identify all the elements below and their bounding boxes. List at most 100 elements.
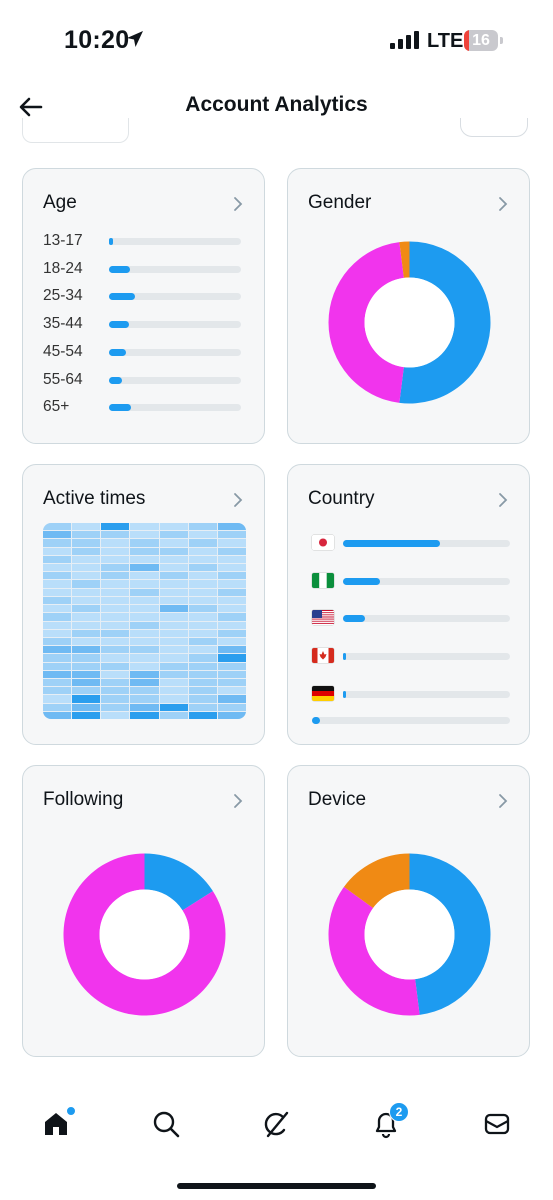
heatmap-cell	[101, 621, 130, 629]
card-title: Country	[308, 488, 375, 509]
country-bar-track	[312, 716, 510, 724]
active-times-card[interactable]: Active times	[22, 464, 265, 745]
heatmap-cell	[188, 547, 217, 555]
age-bar	[109, 376, 123, 384]
heatmap-cell	[43, 646, 72, 654]
heatmap-cell	[217, 670, 246, 678]
messages-icon	[484, 1113, 510, 1135]
card-title: Active times	[43, 488, 146, 509]
usa-flag	[312, 610, 334, 626]
heatmap-cell	[72, 580, 101, 588]
country-card[interactable]: Country	[287, 464, 530, 745]
heatmap-cell	[43, 687, 72, 695]
donut-segment	[328, 242, 404, 403]
heatmap-cell	[101, 523, 130, 531]
heatmap-cell	[130, 670, 159, 678]
age-card[interactable]: Age 13-17 18-24 25-34 35-44 45-54 55-64 65+	[22, 168, 265, 444]
heatmap-cell	[72, 596, 101, 605]
following-card[interactable]: Following	[22, 765, 265, 1057]
age-row: 25-34	[43, 287, 243, 307]
heatmap-cell	[217, 564, 246, 572]
heatmap-cell	[188, 621, 217, 629]
chevron-right-icon	[499, 794, 508, 808]
following-donut-chart	[63, 853, 226, 1016]
heatmap-cell	[217, 637, 246, 646]
heatmap-cell	[43, 596, 72, 605]
age-bar	[109, 404, 132, 412]
home-indicator[interactable]	[177, 1183, 376, 1189]
heatmap-cell	[217, 695, 246, 703]
heatmap-cell	[188, 695, 217, 703]
heatmap-cell	[130, 539, 159, 547]
heatmap-cell	[43, 637, 72, 646]
heatmap-cell	[188, 531, 217, 539]
tab-search[interactable]	[144, 1102, 188, 1146]
heatmap-cell	[217, 547, 246, 555]
heatmap-cell	[217, 646, 246, 654]
heatmap-cell	[101, 531, 130, 539]
heatmap-cell	[130, 531, 159, 539]
heatmap-cell	[188, 523, 217, 531]
heatmap-cell	[101, 629, 130, 637]
heatmap-cell	[188, 555, 217, 564]
heatmap-cell	[217, 605, 246, 613]
heatmap-cell	[188, 613, 217, 621]
donut-segment	[63, 853, 226, 1016]
country-bar-track	[343, 577, 510, 585]
grok-icon	[264, 1111, 289, 1138]
tab-grok[interactable]	[254, 1102, 298, 1146]
heatmap-cell	[72, 646, 101, 654]
chevron-right-icon	[499, 493, 508, 507]
heatmap-cell	[72, 621, 101, 629]
status-time: 10:20	[64, 26, 130, 54]
heatmap-cell	[217, 588, 246, 596]
tab-home[interactable]	[34, 1102, 78, 1146]
heatmap-cell	[217, 654, 246, 662]
heatmap-cell	[130, 687, 159, 695]
heatmap-cell	[188, 588, 217, 596]
country-bar	[343, 540, 440, 547]
heatmap-cell	[43, 572, 72, 580]
heatmap-cell	[101, 588, 130, 596]
heatmap-cell	[159, 678, 188, 687]
heatmap-cell	[159, 629, 188, 637]
device-card[interactable]: Device	[287, 765, 530, 1057]
unread-dot	[66, 1106, 76, 1116]
heatmap-cell	[217, 703, 246, 711]
gender-card[interactable]: Gender	[287, 168, 530, 444]
country-bar-track	[343, 690, 510, 698]
heatmap-cell	[217, 662, 246, 670]
heatmap-cell	[217, 539, 246, 547]
age-bar-track	[109, 265, 241, 273]
heatmap-cell	[188, 596, 217, 605]
heatmap-cell	[130, 678, 159, 687]
scrolled-button-edge[interactable]	[460, 118, 528, 137]
age-row: 55-64	[43, 371, 243, 391]
country-bar-track	[343, 615, 510, 623]
donut-segment	[399, 241, 491, 404]
heatmap-cell	[101, 555, 130, 564]
heatmap-cell	[159, 662, 188, 670]
heatmap-cell	[130, 703, 159, 711]
back-arrow-icon[interactable]	[16, 92, 46, 122]
donut-segment	[409, 853, 491, 1015]
age-bar	[109, 238, 113, 245]
heatmap-cell	[43, 670, 72, 678]
country-bar-track	[343, 540, 510, 547]
heatmap-cell	[159, 711, 188, 719]
heatmap-cell	[72, 670, 101, 678]
heatmap-cell	[101, 678, 130, 687]
heatmap-cell	[43, 523, 72, 531]
tab-notifications[interactable]: 2	[364, 1102, 409, 1146]
heatmap-cell	[72, 523, 101, 531]
age-row: 65+	[43, 398, 243, 418]
heatmap-cell	[217, 531, 246, 539]
age-row: 18-24	[43, 260, 243, 280]
device-donut-chart	[328, 853, 491, 1016]
tab-messages[interactable]	[475, 1102, 519, 1146]
heatmap-cell	[217, 678, 246, 687]
heatmap-cell	[130, 596, 159, 605]
card-title: Gender	[308, 192, 372, 213]
heatmap-cell	[101, 646, 130, 654]
heatmap-cell	[159, 670, 188, 678]
